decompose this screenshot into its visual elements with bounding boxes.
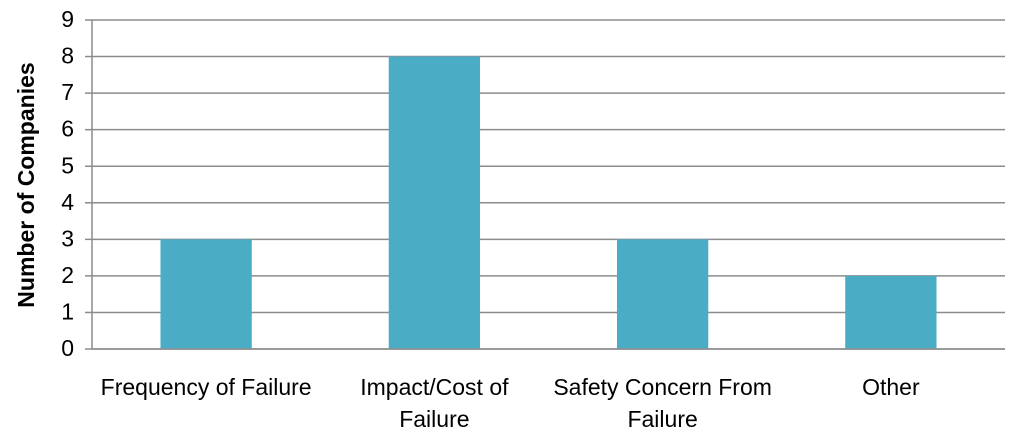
x-tick-label: Other [862,374,920,400]
x-tick-label: Safety Concern From Failure [553,374,772,432]
y-tick-label: 6 [61,116,74,142]
y-tick-label: 3 [61,225,74,251]
x-tick-label: Impact/Cost of Failure [360,374,509,432]
bar [388,56,481,350]
x-tick-label: Frequency of Failure [100,374,312,400]
y-tick-label: 0 [61,335,74,361]
bar [845,275,937,349]
y-tick-label: 5 [61,152,74,178]
y-tick-label: 1 [61,299,74,325]
y-tick-label: 9 [61,6,74,32]
y-tick-label: 4 [61,189,74,215]
y-tick-label: 8 [61,43,74,69]
y-tick-label: 7 [61,79,74,105]
bar [616,239,709,349]
bar [160,239,252,349]
y-tick-label: 2 [61,262,74,288]
y-axis-label: Number of Companies [13,62,39,307]
